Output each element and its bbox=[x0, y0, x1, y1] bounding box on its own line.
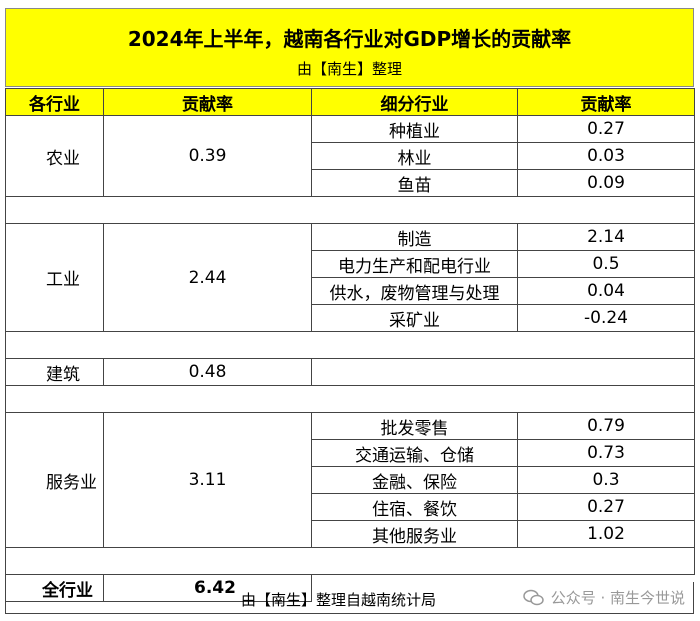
footer-bar: 由【南生】整理自越南统计局 公众号 · 南生今世说 bbox=[5, 582, 694, 614]
sector-name: 服务业 bbox=[5, 412, 104, 548]
spacer-cell bbox=[5, 385, 695, 413]
sub-sector-rate: 0.09 bbox=[517, 169, 695, 197]
sub-sector-name: 鱼苗 bbox=[311, 169, 518, 197]
table-row: 建筑 0.48 bbox=[5, 358, 695, 386]
spacer-row bbox=[5, 331, 695, 359]
total-rate-value: 6.42 bbox=[194, 578, 236, 598]
spacer-row bbox=[5, 385, 695, 413]
header-row: 各行业 贡献率 细分行业 贡献率 bbox=[5, 88, 695, 116]
sub-sector-name: 住宿、餐饮 bbox=[311, 493, 518, 521]
sub-sector-name: 其他服务业 bbox=[311, 520, 518, 548]
total-row: 全行业 6.42 bbox=[5, 574, 695, 602]
footer-source: 由【南生】整理自越南统计局 bbox=[241, 591, 437, 609]
sector-rate: 3.11 bbox=[103, 412, 312, 548]
table-row: 工业 2.44 制造 2.14 bbox=[5, 223, 695, 332]
watermark-text: 公众号 · 南生今世说 bbox=[550, 589, 685, 607]
sub-sector-name: 批发零售 bbox=[311, 412, 518, 440]
sector-rate: 2.44 bbox=[103, 223, 312, 332]
spacer-cell bbox=[5, 331, 695, 359]
sub-sector-rate: 2.14 bbox=[517, 223, 695, 251]
header-cell: 贡献率 bbox=[103, 88, 312, 116]
title-banner: 2024年上半年，越南各行业对GDP增长的贡献率 由【南生】整理 bbox=[5, 8, 694, 87]
sub-sector-name: 交通运输、仓储 bbox=[311, 439, 518, 467]
sub-sector-name: 种植业 bbox=[311, 115, 518, 143]
total-name: 全行业 bbox=[5, 574, 104, 602]
sub-sector-rate: 0.04 bbox=[517, 277, 695, 305]
header-cell: 细分行业 bbox=[311, 88, 518, 116]
spacer-row bbox=[5, 547, 695, 575]
wechat-icon bbox=[522, 589, 544, 605]
spacer-cell bbox=[5, 196, 695, 224]
sector-name: 建筑 bbox=[5, 358, 104, 386]
contribution-table: 各行业 贡献率 细分行业 贡献率 农业 0.39 种植业 0.27 林业 0.0… bbox=[5, 88, 695, 602]
table-subtitle: 由【南生】整理 bbox=[296, 60, 402, 78]
table-row: 金融、保险 0.3 bbox=[6, 466, 695, 494]
sector-rate: 0.39 bbox=[103, 115, 312, 197]
empty-cell bbox=[311, 574, 695, 602]
sub-sector-rate: 0.79 bbox=[517, 412, 695, 440]
table-title: 2024年上半年，越南各行业对GDP增长的贡献率 bbox=[127, 27, 572, 51]
table-row: 鱼苗 0.09 bbox=[6, 169, 695, 197]
sub-sector-rate: 0.73 bbox=[517, 439, 695, 467]
sub-sector-name: 采矿业 bbox=[311, 304, 518, 332]
sub-sector-rate: 0.27 bbox=[517, 493, 695, 521]
empty-cell bbox=[311, 358, 695, 386]
table-row: 住宿、餐饮 0.27 bbox=[6, 493, 695, 521]
sector-name: 农业 bbox=[5, 115, 104, 197]
total-rate: 6.42 bbox=[103, 574, 312, 602]
table-row: 电力生产和配电行业 0.5 bbox=[6, 250, 695, 278]
header-cell: 各行业 bbox=[5, 88, 104, 116]
sector-name: 工业 bbox=[5, 223, 104, 332]
sub-sector-rate: 0.5 bbox=[517, 250, 695, 278]
sub-sector-rate: 0.27 bbox=[517, 115, 695, 143]
sub-sector-rate: 0.3 bbox=[517, 466, 695, 494]
sector-rate: 0.48 bbox=[103, 358, 312, 386]
spacer-row bbox=[5, 196, 695, 224]
sub-sector-rate: 1.02 bbox=[517, 520, 695, 548]
table-row: 供水，废物管理与处理 0.04 bbox=[6, 277, 695, 305]
table-row: 交通运输、仓储 0.73 bbox=[6, 439, 695, 467]
table-row: 采矿业 -0.24 bbox=[6, 304, 695, 332]
spacer-cell bbox=[5, 547, 695, 575]
sub-sector-rate: -0.24 bbox=[517, 304, 695, 332]
watermark: 公众号 · 南生今世说 bbox=[522, 587, 685, 608]
table-row: 林业 0.03 bbox=[6, 142, 695, 170]
table-row: 服务业 3.11 批发零售 0.79 bbox=[5, 412, 695, 548]
sub-sector-name: 林业 bbox=[311, 142, 518, 170]
sub-sector-name: 供水，废物管理与处理 bbox=[311, 277, 518, 305]
table-row: 农业 0.39 种植业 0.27 bbox=[5, 115, 695, 197]
sub-sector-name: 电力生产和配电行业 bbox=[311, 250, 518, 278]
sub-sector-rate: 0.03 bbox=[517, 142, 695, 170]
header-cell: 贡献率 bbox=[517, 88, 695, 116]
sub-sector-name: 金融、保险 bbox=[311, 466, 518, 494]
sub-sector-name: 制造 bbox=[311, 223, 518, 251]
table-row: 其他服务业 1.02 bbox=[6, 520, 695, 548]
